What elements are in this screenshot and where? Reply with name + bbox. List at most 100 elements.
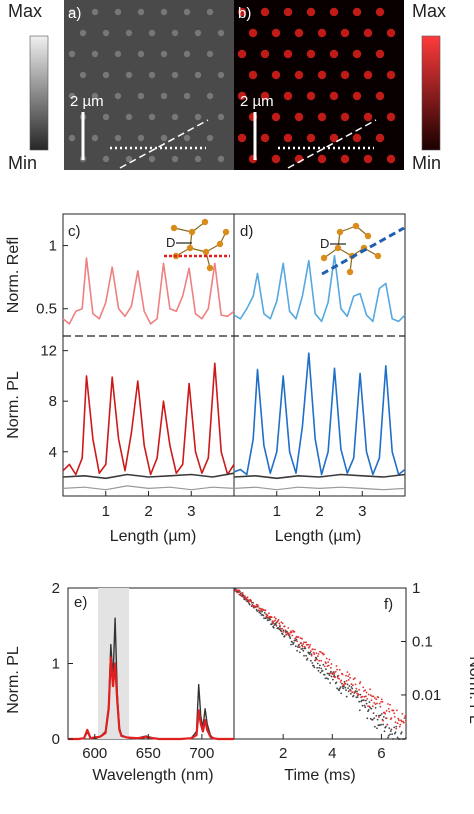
pl-dot — [260, 133, 270, 143]
decay-point — [309, 651, 312, 654]
decay-point — [365, 699, 367, 702]
decay-point — [376, 727, 378, 730]
decay-point — [270, 616, 273, 619]
pl-dot — [260, 7, 270, 17]
x-tick-label: 2 — [144, 503, 152, 520]
decay-point — [376, 702, 378, 705]
decay-point — [237, 591, 240, 594]
reflectance-map — [64, 0, 234, 170]
decay-point — [304, 647, 307, 649]
reflectance-dot — [125, 71, 133, 79]
reflectance-dot — [114, 8, 122, 16]
decay-point — [400, 732, 402, 735]
decay-point — [363, 699, 365, 702]
decay-point — [260, 614, 263, 616]
x-label-c: Length (µm) — [110, 528, 197, 545]
pl-dot — [386, 154, 396, 164]
reflectance-dot — [160, 134, 168, 142]
decay-point — [380, 713, 383, 715]
decay-point — [273, 616, 276, 618]
pl-dot — [317, 112, 327, 122]
decay-point — [404, 715, 407, 718]
decay-point — [381, 700, 384, 703]
decay-point — [375, 714, 378, 717]
reflectance-dot — [102, 71, 110, 79]
decay-point — [279, 625, 281, 628]
decay-point — [273, 624, 276, 626]
decay-point — [365, 702, 368, 705]
decay-point — [319, 664, 321, 667]
decay-point — [392, 738, 395, 740]
pl-dot — [363, 154, 373, 164]
decay-point — [290, 630, 292, 632]
pl-map-dots — [237, 7, 396, 164]
decay-point — [323, 673, 326, 676]
decay-point — [311, 662, 314, 664]
reflectance-dot — [171, 113, 179, 121]
reflectance-dot — [68, 8, 76, 16]
x-tick-label: 2 — [279, 745, 287, 762]
pl-dot — [363, 28, 373, 38]
decay-point — [330, 663, 333, 665]
decay-point — [325, 662, 327, 665]
decay-point — [363, 690, 365, 692]
reflectance-dot — [102, 29, 110, 37]
pl-dot — [237, 91, 247, 101]
decay-point — [332, 675, 335, 678]
decay-point — [289, 637, 292, 639]
decay-point — [387, 736, 389, 739]
pl-dot — [375, 91, 385, 101]
decay-point — [312, 648, 314, 651]
pl-dot — [317, 28, 327, 38]
reflectance-dot — [183, 50, 191, 58]
decay-point — [301, 645, 304, 648]
x-label-e: Wavelength (nm) — [92, 767, 213, 784]
decay-point — [361, 695, 364, 698]
decay-point — [332, 673, 334, 675]
decay-point — [262, 614, 265, 617]
decay-point — [341, 673, 344, 676]
decay-point — [312, 664, 315, 667]
decay-point — [396, 738, 398, 740]
decay-point — [365, 695, 367, 698]
decay-point — [323, 653, 325, 656]
decay-point — [246, 600, 248, 603]
decay-point — [316, 667, 318, 669]
decay-point — [303, 641, 305, 644]
decay-point — [356, 692, 358, 695]
decay-point — [278, 622, 281, 625]
decay-point — [380, 698, 383, 701]
decay-point — [369, 717, 372, 720]
x-tick-label: 4 — [328, 745, 336, 762]
decay-point — [386, 723, 389, 726]
pl-dot — [340, 70, 350, 80]
y-label-refl: Norm. Refl — [5, 237, 22, 313]
pl-dot — [317, 154, 327, 164]
decay-point — [241, 592, 244, 594]
pl-dot — [363, 70, 373, 80]
decay-point — [250, 600, 253, 603]
decay-point — [330, 666, 332, 669]
decay-point — [334, 676, 336, 679]
pl-dot — [248, 70, 258, 80]
decay-point — [327, 664, 330, 667]
inset-d-d-label: D — [320, 236, 329, 251]
decay-point — [295, 638, 298, 641]
reflectance-dot — [148, 155, 156, 163]
pl-dot — [306, 49, 316, 59]
decay-point — [387, 708, 390, 710]
spectrum-line — [68, 656, 234, 741]
decay-point — [349, 689, 352, 692]
decay-point — [354, 683, 357, 686]
decay-point — [399, 723, 402, 726]
panel-b-dashed-path — [287, 119, 377, 169]
reflectance-dot — [217, 155, 225, 163]
decay-point — [290, 631, 293, 634]
pl-dot — [237, 49, 247, 59]
decay-point — [349, 692, 352, 695]
decay-point — [375, 698, 378, 701]
decay-point — [300, 648, 303, 650]
panel-d-label: d) — [240, 223, 253, 240]
decay-point — [291, 634, 294, 637]
decay-point — [268, 612, 270, 615]
